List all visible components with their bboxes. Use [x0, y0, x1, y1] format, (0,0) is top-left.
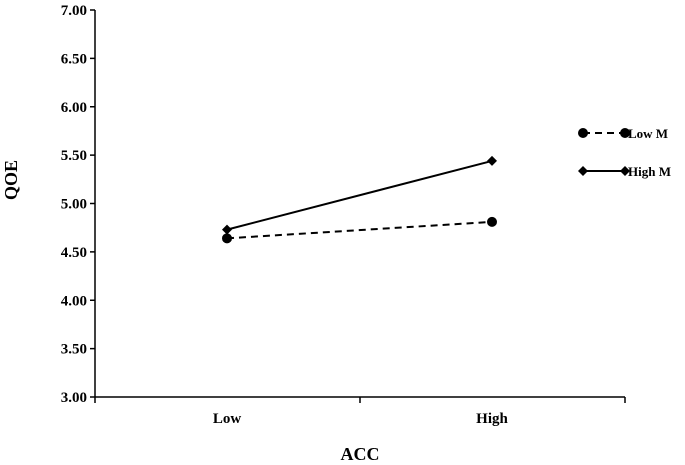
y-tick-label: 5.50 — [61, 148, 87, 164]
data-point — [222, 224, 232, 235]
series-high-m — [222, 155, 497, 235]
data-point — [222, 233, 232, 244]
y-axis-title: QOE — [1, 160, 21, 200]
series-line — [226, 220, 493, 240]
data-point — [487, 155, 497, 166]
legend-label: High M — [628, 164, 671, 179]
legend-item: High M — [578, 164, 671, 179]
y-tick-label: 6.00 — [61, 100, 87, 116]
data-point — [487, 216, 497, 227]
y-tick-label: 5.00 — [61, 197, 87, 213]
legend: Low M High M — [578, 126, 671, 179]
y-tick-label: 7.00 — [61, 3, 87, 19]
y-tick-label: 4.50 — [61, 245, 87, 261]
series-low-m — [222, 216, 497, 244]
y-tick-label: 3.50 — [61, 342, 87, 358]
series-line — [226, 159, 493, 231]
legend-marker — [578, 128, 588, 138]
series-layer — [222, 155, 497, 244]
legend-marker — [578, 166, 588, 176]
x-axis-title: ACC — [341, 444, 380, 464]
legend-marker — [620, 128, 630, 138]
legend-marker — [620, 166, 630, 176]
legend-label: Low M — [628, 126, 668, 141]
y-tick-label: 3.00 — [61, 390, 87, 406]
y-tick-label: 4.00 — [61, 293, 87, 309]
y-tick-label: 6.50 — [61, 51, 87, 67]
axes: 3.00 3.50 4.00 4.50 5.00 5.50 6.00 6.50 7.00 Low H… — [61, 3, 626, 427]
x-tick-label: Low — [213, 411, 242, 427]
legend-item: Low M — [578, 126, 668, 141]
x-tick-label: High — [476, 411, 508, 427]
